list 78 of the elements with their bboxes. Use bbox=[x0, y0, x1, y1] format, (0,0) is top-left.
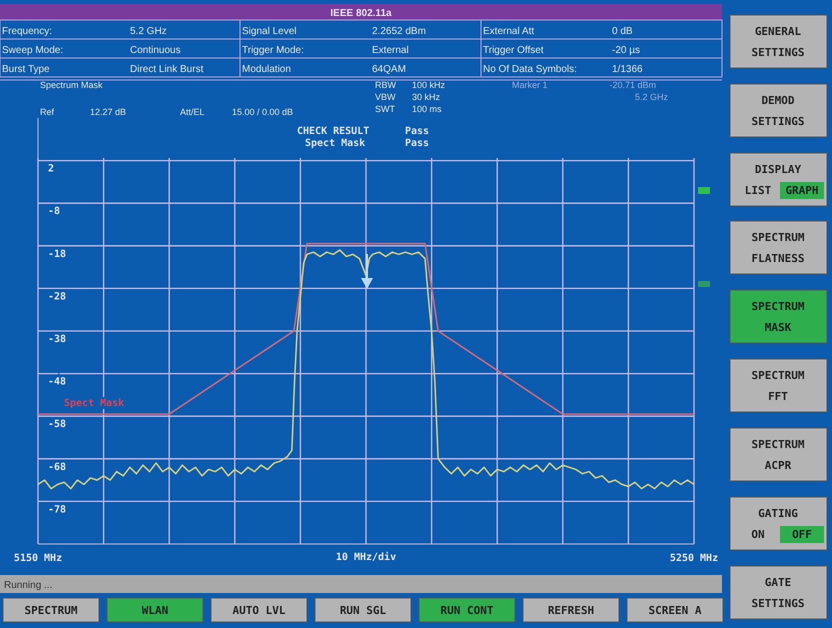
text: Signal Level bbox=[242, 26, 296, 37]
text: 5.2 GHz bbox=[634, 92, 668, 102]
text: FLATNESS bbox=[752, 252, 804, 265]
text: 2.2652 dBm bbox=[372, 26, 426, 37]
chart-subtitle: Spectrum Mask bbox=[40, 80, 104, 90]
text: SPECTRUM bbox=[752, 231, 805, 244]
annotation: CHECK RESULT bbox=[297, 126, 370, 137]
series-label: Spect Mask bbox=[64, 398, 124, 410]
annotation: Pass bbox=[405, 138, 430, 149]
text: Burst Type bbox=[2, 64, 50, 75]
text: SCREEN A bbox=[648, 604, 702, 617]
text: LIST bbox=[744, 184, 772, 197]
text: RUN CONT bbox=[440, 604, 494, 617]
text: DEMOD bbox=[761, 94, 795, 107]
text: Ref bbox=[40, 107, 55, 117]
y-tick-label: -28 bbox=[48, 291, 66, 302]
y-tick-label: 2 bbox=[48, 164, 54, 175]
text: WLAN bbox=[142, 604, 168, 617]
text: FFT bbox=[768, 390, 788, 403]
text: AUTO LVL bbox=[232, 604, 286, 617]
text: 1/1366 bbox=[612, 64, 644, 75]
x-tick-label: 5250 MHz bbox=[670, 553, 718, 564]
text: ACPR bbox=[764, 459, 792, 472]
text: Continuous bbox=[130, 45, 181, 56]
text: SPECTRUM bbox=[752, 369, 805, 382]
text: -20 µs bbox=[612, 45, 640, 56]
x-axis-title: 10 MHz/div bbox=[336, 551, 396, 563]
text: RBW bbox=[375, 80, 396, 90]
y-tick-label: -18 bbox=[48, 248, 66, 260]
text: Marker 1 bbox=[512, 80, 548, 90]
annotation: Spect Mask bbox=[305, 138, 366, 149]
text: OFF bbox=[792, 528, 812, 541]
text: Att/EL bbox=[180, 107, 205, 117]
text: 0 dB bbox=[612, 26, 633, 37]
text: Sweep Mode: bbox=[2, 45, 64, 56]
text: ON bbox=[751, 528, 765, 541]
text: 30 kHz bbox=[412, 92, 441, 102]
text: External Att bbox=[483, 26, 534, 37]
text: Trigger Offset bbox=[483, 45, 544, 56]
text: REFRESH bbox=[548, 604, 594, 617]
text: Modulation bbox=[242, 64, 291, 75]
text: Frequency: bbox=[2, 26, 52, 37]
text: GRAPH bbox=[785, 184, 819, 197]
y-tick-label: -48 bbox=[48, 376, 66, 388]
annotation: Pass bbox=[405, 126, 430, 137]
text: SPECTRUM bbox=[752, 438, 805, 451]
text: 5.2 GHz bbox=[130, 26, 167, 37]
text: DISPLAY bbox=[754, 163, 802, 176]
x-tick-label: 5150 MHz bbox=[14, 553, 62, 564]
text: GATE bbox=[764, 576, 792, 589]
text: Running ... bbox=[4, 580, 52, 591]
text: 100 kHz bbox=[412, 80, 446, 90]
y-tick-label: -68 bbox=[48, 462, 66, 473]
text: GENERAL bbox=[754, 25, 802, 38]
text: GATING bbox=[758, 507, 798, 520]
text: No Of Data Symbols: bbox=[483, 64, 577, 75]
text: 100 ms bbox=[412, 104, 442, 114]
text: External bbox=[372, 45, 409, 56]
y-tick-label: -8 bbox=[48, 206, 60, 218]
text: Direct Link Burst bbox=[130, 64, 204, 75]
text: MASK bbox=[764, 321, 792, 334]
text: 12.27 dB bbox=[90, 107, 126, 117]
text: 15.00 / 0.00 dB bbox=[232, 107, 294, 117]
text: Trigger Mode: bbox=[242, 45, 304, 56]
text: SETTINGS bbox=[752, 46, 804, 59]
chart-title: IEEE 802.11a bbox=[330, 8, 392, 19]
text: -20.71 dBm bbox=[609, 80, 656, 90]
text: VBW bbox=[375, 92, 396, 102]
text: RUN SGL bbox=[340, 604, 387, 617]
y-tick-label: -38 bbox=[48, 334, 66, 345]
y-tick-label: -58 bbox=[48, 419, 66, 430]
text: SETTINGS bbox=[752, 597, 804, 610]
y-tick-label: -78 bbox=[48, 504, 66, 516]
text: SWT bbox=[375, 104, 396, 114]
text: SPECTRUM bbox=[24, 604, 78, 617]
text: SETTINGS bbox=[752, 115, 804, 128]
text: SPECTRUM bbox=[752, 300, 805, 313]
text: 64QAM bbox=[372, 64, 406, 75]
